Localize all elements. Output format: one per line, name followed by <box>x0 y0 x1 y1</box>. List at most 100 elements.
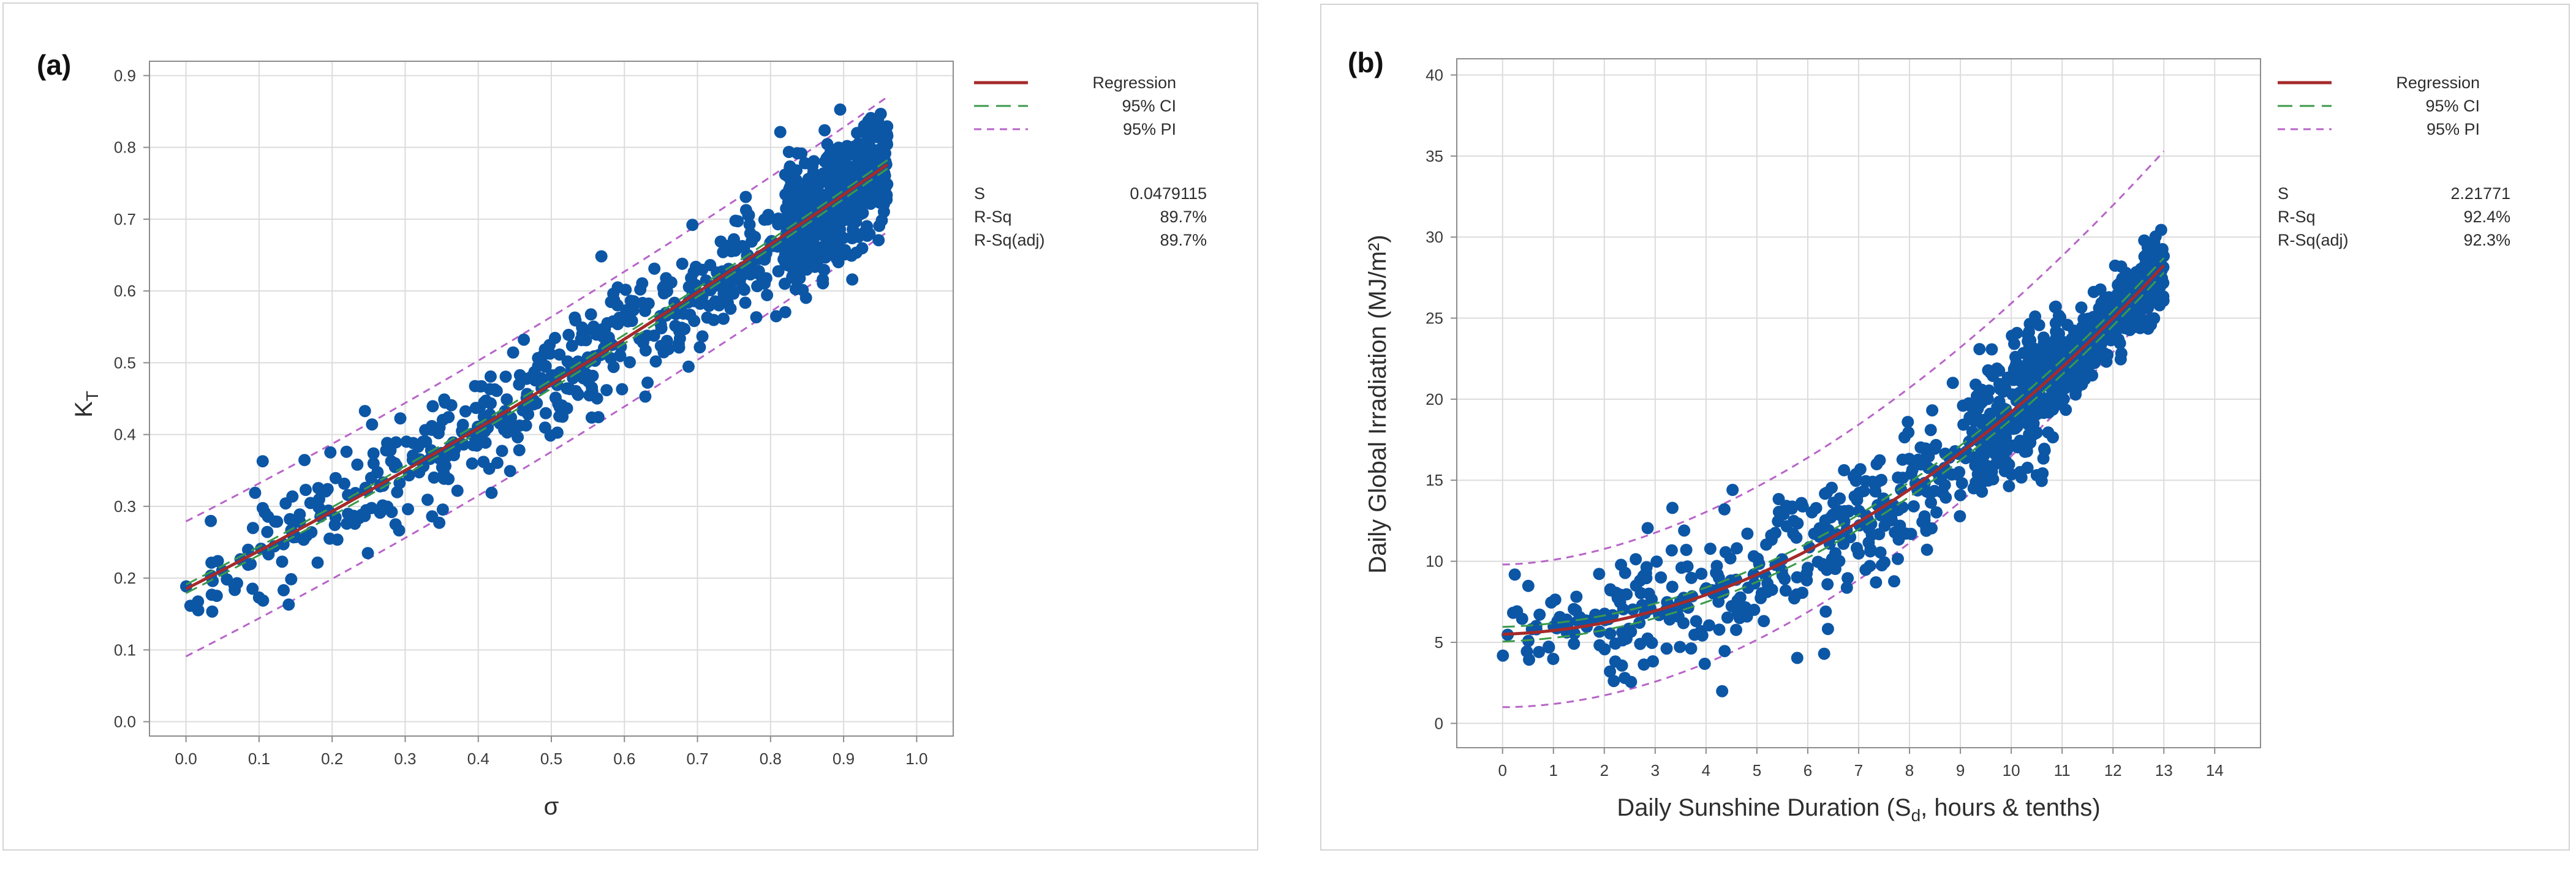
x-tick-label: 2 <box>1600 761 1609 780</box>
scatter-point <box>798 181 810 194</box>
scatter-point <box>433 516 446 529</box>
scatter-point <box>1522 579 1535 592</box>
scatter-point <box>229 584 241 596</box>
x-tick-label: 7 <box>1854 761 1863 780</box>
scatter-point <box>1892 552 1904 565</box>
scatter-point <box>2021 461 2034 474</box>
scatter-point <box>2039 394 2052 407</box>
scatter-point <box>485 486 498 499</box>
x-tick-label: 5 <box>1753 761 1761 780</box>
scatter-point <box>1754 592 1767 604</box>
stat-name: S <box>2278 184 2289 203</box>
legend-label: Regression <box>2396 73 2480 92</box>
scatter-point <box>501 426 513 439</box>
scatter-point <box>1873 454 1886 467</box>
scatter-point <box>1869 485 1882 498</box>
y-tick-label: 0.2 <box>114 569 136 587</box>
scatter-point <box>1896 501 1909 514</box>
scatter-point <box>276 555 289 568</box>
scatter-point <box>2096 350 2109 363</box>
scatter-point <box>682 360 695 373</box>
scatter-point <box>802 220 815 233</box>
scatter-point <box>1896 453 1909 466</box>
scatter-point <box>1589 608 1602 621</box>
scatter-point <box>285 573 298 585</box>
scatter-point <box>338 477 350 490</box>
scatter-point <box>2138 250 2151 263</box>
scatter-point <box>813 253 826 266</box>
scatter-point <box>1840 581 1853 594</box>
scatter-point <box>878 128 891 141</box>
scatter-point <box>1851 494 1864 506</box>
scatter-point <box>351 458 364 471</box>
scatter-point <box>1520 645 1533 658</box>
scatter-point <box>516 404 529 416</box>
scatter-point <box>1865 528 1878 541</box>
scatter-point <box>360 504 372 517</box>
scatter-point <box>562 328 575 341</box>
scatter-point <box>1623 622 1635 635</box>
scatter-point <box>1886 514 1898 527</box>
stat-value: 89.7% <box>1160 231 1207 249</box>
scatter-point <box>324 446 337 459</box>
x-tick-label: 0.5 <box>540 750 562 768</box>
scatter-point <box>1973 343 1986 356</box>
y-tick-label: 30 <box>1426 228 1443 246</box>
scatter-point <box>817 229 830 242</box>
scatter-point <box>246 522 259 535</box>
scatter-point <box>600 384 613 397</box>
scatter-point <box>1776 569 1789 582</box>
scatter-point <box>1604 627 1617 640</box>
scatter-point <box>735 270 748 283</box>
scatter-point <box>870 174 883 187</box>
scatter-point <box>184 600 197 612</box>
scatter-point <box>1678 524 1691 537</box>
panel-a-y-axis-sub: T <box>83 391 102 401</box>
scatter-point <box>1721 611 1734 624</box>
scatter-point <box>648 329 660 342</box>
x-tick-label: 0 <box>1498 761 1506 780</box>
scatter-point <box>1827 497 1840 509</box>
panel-a-x-ticks: 0.0 0.1 0.2 0.3 0.4 0.5 0.6 0.7 0.8 0.9 1.0 <box>175 736 927 768</box>
stat-value: 92.3% <box>2463 231 2510 249</box>
scatter-point <box>1734 591 1747 604</box>
scatter-point <box>636 277 649 290</box>
scatter-point <box>538 421 551 434</box>
scatter-point <box>1751 552 1764 565</box>
scatter-point <box>851 127 863 140</box>
scatter-point <box>439 459 451 472</box>
scatter-point <box>1984 407 1996 420</box>
scatter-point <box>717 312 730 325</box>
scatter-point <box>367 447 380 460</box>
scatter-point <box>736 282 749 294</box>
scatter-point <box>2057 375 2069 388</box>
scatter-point <box>1611 592 1624 604</box>
scatter-point <box>1665 544 1678 557</box>
scatter-point <box>1675 562 1688 574</box>
y-tick-label: 0.7 <box>114 210 136 228</box>
scatter-point <box>1570 590 1583 603</box>
scatter-point <box>758 277 771 290</box>
panel-b-prediction-interval <box>1502 150 2165 709</box>
scatter-point <box>729 214 742 227</box>
scatter-point <box>1617 603 1630 615</box>
scatter-point <box>525 370 537 383</box>
scatter-point <box>1641 632 1654 645</box>
x-tick-label: 0.3 <box>394 750 416 768</box>
scatter-point <box>1970 378 1982 391</box>
scatter-point <box>394 412 407 425</box>
scatter-point <box>1772 493 1785 505</box>
scatter-point <box>2031 370 2044 383</box>
scatter-point <box>1967 482 1980 495</box>
scatter-point <box>249 486 262 499</box>
scatter-point <box>614 350 627 363</box>
x-tick-label: 0.2 <box>321 750 343 768</box>
scatter-point <box>1946 377 1959 389</box>
panel-a: (a) 0.0 0.1 0.2 0.3 0.4 0.5 0.6 0.7 0.8 0.9 1.0 0.… <box>37 49 1207 820</box>
scatter-point <box>210 590 223 602</box>
scatter-point <box>2112 279 2125 291</box>
scatter-point <box>853 189 866 202</box>
scatter-point <box>1993 364 2006 377</box>
scatter-point <box>727 287 740 300</box>
